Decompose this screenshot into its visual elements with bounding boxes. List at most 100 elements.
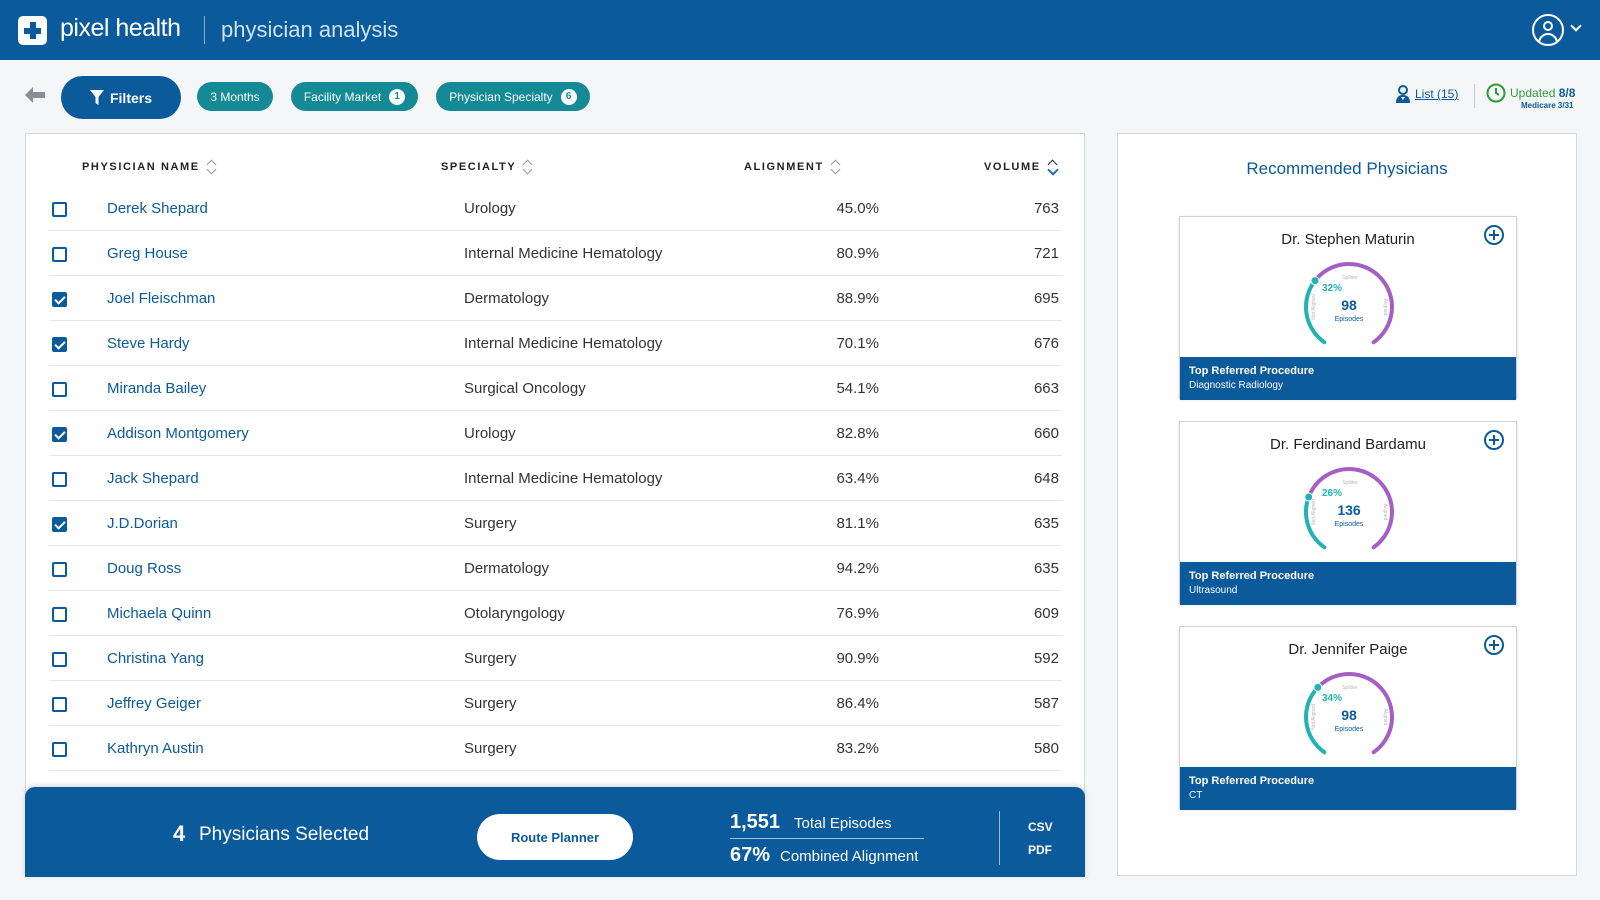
procedure-value: CT	[1189, 790, 1203, 801]
physician-name-link[interactable]: Kathryn Austin	[107, 740, 204, 757]
row-checkbox[interactable]	[52, 292, 67, 307]
back-arrow-icon[interactable]	[24, 86, 46, 104]
table-row[interactable]: J.D.Dorian Surgery 81.1% 635	[49, 501, 1062, 546]
physician-name-link[interactable]: Addison Montgomery	[107, 425, 249, 442]
updated-date: 8/8	[1558, 86, 1576, 100]
updated-label: Updated 8/8	[1510, 86, 1576, 100]
volume-cell: 609	[1033, 605, 1059, 622]
export-csv-button[interactable]: CSV	[1028, 820, 1053, 834]
medicare-date: Medicare 3/31	[1521, 101, 1574, 110]
table-row[interactable]: Joel Fleischman Dermatology 88.9% 695	[49, 276, 1062, 321]
sort-descending-icon	[1047, 160, 1057, 174]
chip-physician-specialty[interactable]: Physician Specialty 6	[436, 82, 590, 111]
gauge-episodes-value: 136	[1337, 502, 1361, 518]
table-row[interactable]: Doug Ross Dermatology 94.2% 635	[49, 546, 1062, 591]
alignment-cell: 94.2%	[836, 560, 879, 577]
column-header-physician-name[interactable]: PHYSICIAN NAME	[82, 160, 216, 174]
table-row[interactable]: Miranda Bailey Surgical Oncology 54.1% 663	[49, 366, 1062, 411]
row-checkbox[interactable]	[52, 562, 67, 577]
chip-facility-market[interactable]: Facility Market 1	[291, 82, 418, 111]
gauge-episodes-value: 98	[1341, 707, 1357, 723]
table-row[interactable]: Jack Shepard Internal Medicine Hematology…	[49, 456, 1062, 501]
alignment-cell: 76.9%	[836, 605, 879, 622]
row-checkbox[interactable]	[52, 607, 67, 622]
row-checkbox[interactable]	[52, 382, 67, 397]
physician-name-link[interactable]: Michaela Quinn	[107, 605, 212, 622]
recommended-physician-card[interactable]: Dr. Jennifer Paige Top Referred Procedure…	[1179, 626, 1517, 810]
alignment-cell: 82.8%	[836, 425, 879, 442]
row-checkbox[interactable]	[52, 517, 67, 532]
row-checkbox[interactable]	[52, 472, 67, 487]
app-title: physician analysis	[221, 17, 399, 42]
specialty-cell: Urology	[464, 425, 516, 442]
table-row[interactable]: Derek Shepard Urology 45.0% 763	[49, 186, 1062, 231]
gauge-aligned-label: Aligned	[1382, 709, 1388, 726]
gauge-not-aligned-label: Not Aligned	[1311, 499, 1317, 525]
recommended-physician-card[interactable]: Dr. Stephen Maturin Top Referred Procedur…	[1179, 216, 1517, 400]
add-physician-icon[interactable]	[1484, 635, 1504, 655]
header-divider	[204, 16, 205, 44]
recommended-physician-card[interactable]: Dr. Ferdinand Bardamu Top Referred Proced…	[1179, 421, 1517, 605]
row-checkbox[interactable]	[52, 247, 67, 262]
physician-name-link[interactable]: Doug Ross	[107, 560, 182, 577]
alignment-cell: 80.9%	[836, 245, 879, 262]
row-checkbox[interactable]	[52, 202, 67, 217]
procedure-value: Diagnostic Radiology	[1189, 380, 1283, 391]
add-physician-icon[interactable]	[1484, 225, 1504, 245]
physician-name-link[interactable]: J.D.Dorian	[107, 515, 178, 532]
alignment-cell: 90.9%	[836, 650, 879, 667]
physician-name-link[interactable]: Greg House	[107, 245, 188, 262]
chip-3-months[interactable]: 3 Months	[197, 82, 273, 111]
physician-name-link[interactable]: Jack Shepard	[107, 470, 199, 487]
list-link-label: List (15)	[1415, 87, 1459, 101]
physician-name-link[interactable]: Jeffrey Geiger	[107, 695, 201, 712]
physician-name-link[interactable]: Derek Shepard	[107, 200, 208, 217]
export-pdf-button[interactable]: PDF	[1028, 843, 1052, 857]
physician-name-link[interactable]: Joel Fleischman	[107, 290, 216, 307]
table-row[interactable]: Michaela Quinn Otolaryngology 76.9% 609	[49, 591, 1062, 636]
physician-name-link[interactable]: Miranda Bailey	[107, 380, 207, 397]
procedure-value: Ultrasound	[1189, 585, 1238, 596]
column-header-alignment[interactable]: ALIGNMENT	[744, 160, 840, 174]
volume-cell: 580	[1033, 740, 1059, 757]
volume-cell: 660	[1033, 425, 1059, 442]
table-row[interactable]: Addison Montgomery Urology 82.8% 660	[49, 411, 1062, 456]
volume-cell: 695	[1033, 290, 1059, 307]
procedure-label: Top Referred Procedure	[1189, 570, 1315, 582]
filters-button[interactable]: Filters	[61, 76, 181, 119]
table-row[interactable]: Jeffrey Geiger Surgery 86.4% 587	[49, 681, 1062, 726]
row-checkbox[interactable]	[52, 742, 67, 757]
specialty-cell: Surgery	[464, 740, 517, 757]
user-avatar-icon[interactable]	[1532, 14, 1564, 46]
sort-icon	[522, 160, 532, 174]
physician-list-link[interactable]: List (15)	[1395, 85, 1458, 103]
physician-name-link[interactable]: Steve Hardy	[107, 335, 190, 352]
alignment-gauge: Splitter Not Aligned Aligned 34% 98 Episodes	[1304, 672, 1395, 755]
column-header-volume[interactable]: VOLUME	[984, 160, 1057, 174]
alignment-cell: 70.1%	[836, 335, 879, 352]
route-planner-button[interactable]: Route Planner	[477, 814, 633, 860]
gauge-splitter-label: Splitter	[1342, 275, 1358, 281]
gauge-aligned-arc	[1306, 467, 1394, 550]
physician-name-link[interactable]: Christina Yang	[107, 650, 205, 667]
selected-count: 4	[173, 821, 186, 846]
table-row[interactable]: Greg House Internal Medicine Hematology 80…	[49, 231, 1062, 276]
gauge-not-aligned-label: Not Aligned	[1311, 704, 1317, 730]
chevron-down-icon[interactable]	[1570, 20, 1582, 32]
table-row[interactable]: Steve Hardy Internal Medicine Hematology 7…	[49, 321, 1062, 366]
brand-name: pixel health	[60, 14, 181, 42]
row-checkbox[interactable]	[52, 652, 67, 667]
alignment-cell: 45.0%	[836, 200, 879, 217]
row-checkbox[interactable]	[52, 427, 67, 442]
top-referred-procedure: Top Referred Procedure CT	[1180, 767, 1516, 810]
physician-table-panel: PHYSICIAN NAME SPECIALTY ALIGNMENT VOLUM…	[25, 133, 1085, 876]
row-checkbox[interactable]	[52, 697, 67, 712]
logo-cross-icon	[18, 16, 47, 45]
add-physician-icon[interactable]	[1484, 430, 1504, 450]
column-header-specialty[interactable]: SPECIALTY	[441, 160, 532, 174]
volume-cell: 587	[1033, 695, 1059, 712]
sort-icon	[830, 160, 840, 174]
row-checkbox[interactable]	[52, 337, 67, 352]
table-row[interactable]: Kathryn Austin Surgery 83.2% 580	[49, 726, 1062, 771]
table-row[interactable]: Christina Yang Surgery 90.9% 592	[49, 636, 1062, 681]
